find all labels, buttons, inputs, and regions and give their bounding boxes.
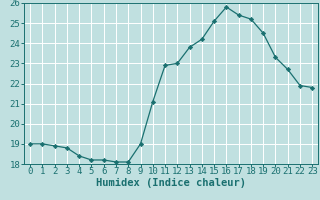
X-axis label: Humidex (Indice chaleur): Humidex (Indice chaleur) — [96, 178, 246, 188]
